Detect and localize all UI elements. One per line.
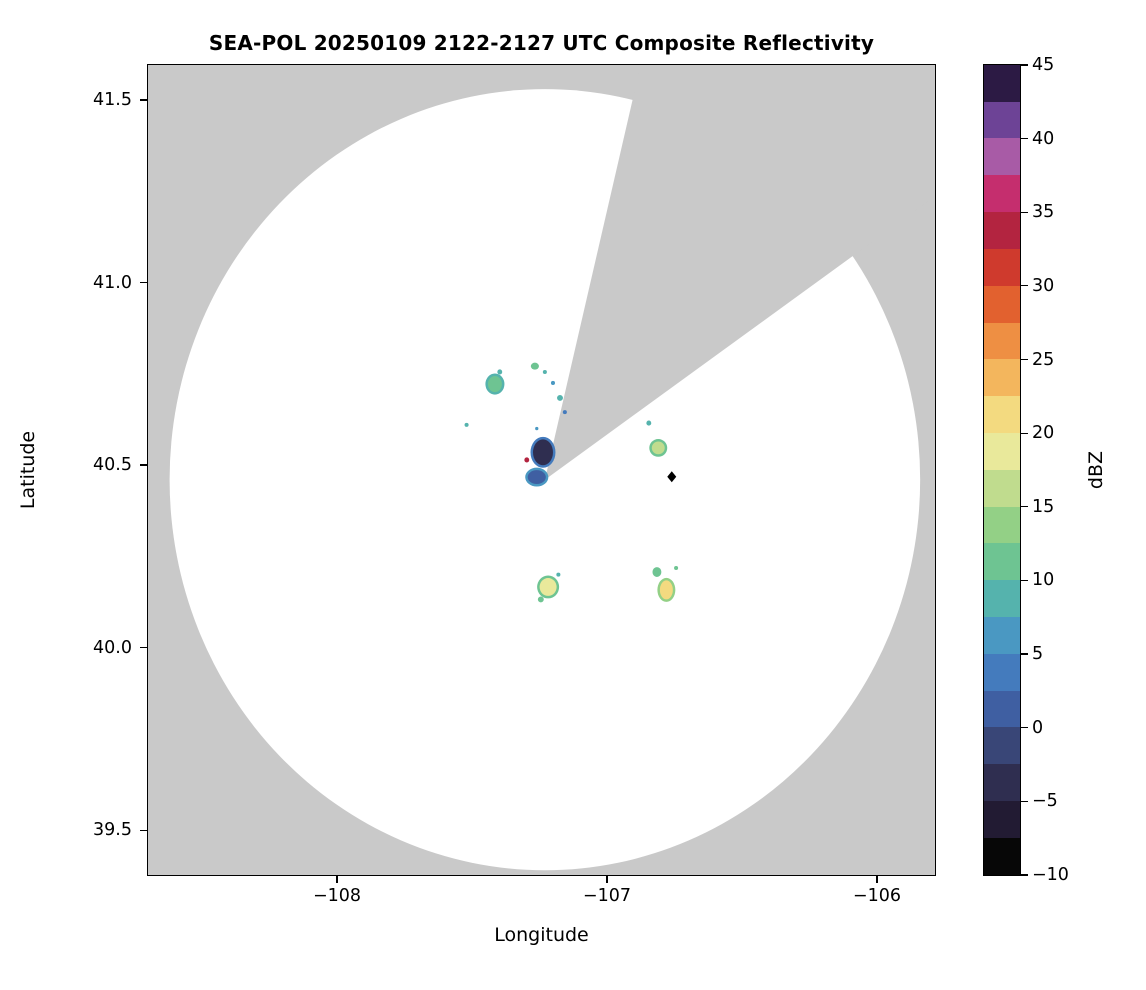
colorbar-tick-label: 15 (1032, 496, 1055, 517)
radar-echo (464, 422, 469, 427)
colorbar-band (983, 764, 1020, 802)
y-tick-mark (140, 99, 148, 101)
colorbar-tick-mark (1020, 211, 1028, 213)
colorbar-tick-mark (1020, 579, 1028, 582)
y-tick-mark (140, 829, 148, 831)
colorbar-band (983, 506, 1020, 544)
colorbar-band (983, 617, 1020, 654)
radar-echo (659, 580, 673, 600)
colorbar-tick-label: 20 (1032, 423, 1055, 444)
radar-echo (562, 409, 567, 414)
colorbar-tick-label: 30 (1032, 275, 1055, 296)
colorbar-tick-mark (1020, 358, 1028, 361)
y-tick-label: 39.5 (93, 820, 132, 841)
colorbar-band (983, 175, 1020, 213)
colorbar-band (983, 543, 1020, 581)
colorbar-tick-mark (1020, 64, 1028, 66)
radar-echo (539, 577, 557, 596)
colorbar-band (983, 101, 1020, 139)
colorbar-tick-mark (1020, 506, 1028, 508)
colorbar-label: dBZ (1085, 450, 1107, 490)
colorbar-band (983, 285, 1020, 323)
colorbar-tick-label: 45 (1032, 55, 1055, 75)
radar-echo (537, 596, 544, 603)
colorbar-band (983, 469, 1020, 507)
colorbar-band (983, 322, 1020, 360)
colorbar-band (983, 212, 1020, 249)
radar-echo (542, 369, 547, 374)
colorbar-tick-mark (1020, 727, 1028, 729)
colorbar-tick-label: 0 (1032, 717, 1044, 738)
colorbar-tick-mark (1020, 138, 1028, 140)
colorbar-tick-mark (1020, 285, 1028, 287)
colorbar-tick-label: 40 (1032, 128, 1055, 149)
x-tick-label: −108 (312, 886, 362, 906)
colorbar-band (983, 690, 1020, 728)
colorbar-band (983, 727, 1020, 765)
x-tick-label: −106 (852, 886, 901, 906)
colorbar-tick-mark (1020, 432, 1028, 434)
radar-echo (530, 362, 539, 370)
y-axis-label: Latitude (17, 430, 39, 510)
colorbar-band (983, 837, 1020, 875)
radar-echo (556, 572, 561, 577)
x-tick-label: −107 (582, 886, 631, 906)
blanked-sector (544, 64, 935, 480)
colorbar-band (983, 653, 1020, 691)
colorbar (982, 63, 1021, 876)
radar-echo (556, 394, 563, 401)
colorbar-tick-mark (1020, 874, 1028, 876)
radar-echo (673, 565, 678, 570)
radar-echo (524, 457, 530, 463)
colorbar-band (983, 396, 1020, 433)
y-tick-label: 41.0 (93, 272, 132, 293)
colorbar-tick-label: 35 (1032, 202, 1055, 223)
radar-map-canvas (169, 64, 935, 871)
x-tick-mark (606, 875, 608, 883)
x-axis-label: Longitude (494, 924, 589, 946)
y-tick-label: 40.0 (93, 637, 132, 658)
radar-echo (487, 375, 502, 392)
colorbar-tick-label: 10 (1032, 570, 1055, 591)
y-tick-label: 40.5 (93, 455, 132, 476)
colorbar-band (983, 580, 1020, 617)
colorbar-tick-label: 25 (1032, 349, 1055, 370)
colorbar-band (983, 801, 1020, 838)
x-tick-mark (336, 875, 338, 883)
y-tick-mark (140, 464, 148, 466)
colorbar-tick-mark (1020, 653, 1028, 655)
y-tick-mark (140, 646, 148, 649)
colorbar-band (983, 64, 1020, 102)
colorbar-band (983, 138, 1020, 176)
y-tick-mark (140, 281, 148, 284)
radar-echo (651, 441, 665, 455)
colorbar-tick-mark (1020, 800, 1028, 802)
colorbar-tick-label: 5 (1032, 644, 1044, 665)
colorbar-tick-label: −5 (1032, 791, 1058, 812)
radar-echo (532, 439, 553, 466)
colorbar-band (983, 359, 1020, 397)
plot-area (146, 63, 936, 876)
radar-echo (527, 469, 546, 484)
colorbar-band (983, 248, 1020, 286)
radar-echo (534, 426, 539, 431)
colorbar-band (983, 432, 1020, 470)
site-marker-diamond (667, 471, 677, 483)
x-tick-mark (876, 875, 878, 883)
colorbar-tick-label: −10 (1032, 865, 1069, 885)
radar-echo (652, 566, 662, 577)
radar-echo (550, 380, 555, 385)
radar-echo (646, 420, 652, 426)
y-tick-label: 41.5 (93, 90, 132, 111)
radar-echo (497, 369, 503, 375)
chart-title: SEA-POL 20250109 2122-2127 UTC Composite… (208, 31, 875, 55)
